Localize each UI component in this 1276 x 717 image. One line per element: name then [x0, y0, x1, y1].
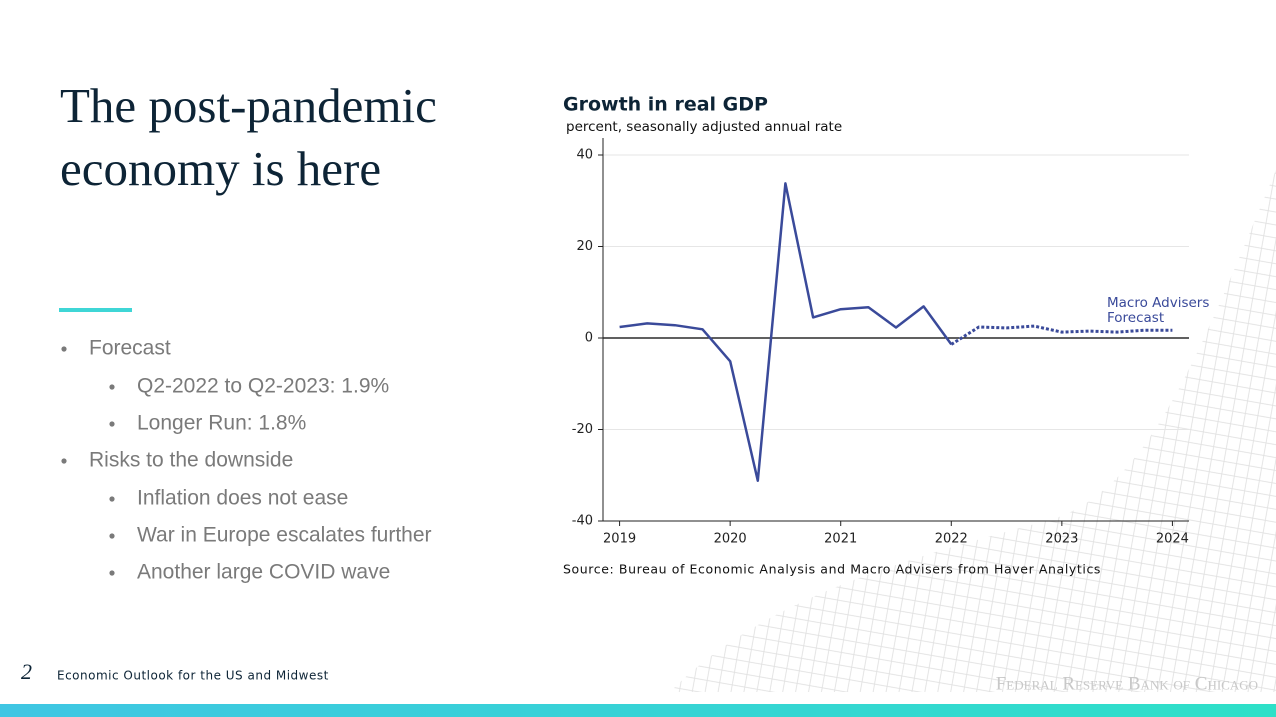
- chart-title: Growth in real GDP: [563, 94, 768, 116]
- line-forecast: [950, 324, 1173, 346]
- sub-bullet-text: Another large COVID wave: [137, 561, 390, 584]
- line-actual: [619, 182, 953, 482]
- y-tick-label: 40: [576, 148, 593, 163]
- bullet-dot: [61, 458, 67, 464]
- bullet-dot: [109, 533, 115, 539]
- bullet-dot: [109, 421, 115, 427]
- page-number: 2: [21, 659, 32, 684]
- x-tick-label: 2022: [935, 532, 968, 547]
- sub-bullet-text: Inflation does not ease: [137, 487, 348, 510]
- bullet-text: Forecast: [89, 337, 171, 360]
- bullet-dot: [109, 496, 115, 502]
- chart: Growth in real GDP percent, seasonally a…: [563, 94, 1209, 577]
- x-tick-label: 2021: [824, 532, 857, 547]
- y-tick-label: 20: [576, 239, 593, 254]
- annotation: Forecast: [1107, 310, 1164, 326]
- x-tick-label: 2019: [603, 532, 636, 547]
- sub-bullet-text: Longer Run: 1.8%: [137, 412, 306, 435]
- slide-title: economy is here: [60, 141, 381, 196]
- source: Source: Bureau of Economic Analysis and …: [563, 562, 1101, 577]
- slide-title: The post-pandemic: [60, 78, 437, 133]
- logo: Federal Reserve Bank of Chicago: [996, 673, 1258, 694]
- sub-bullet-text: Q2-2022 to Q2-2023: 1.9%: [137, 375, 389, 398]
- accent-rule: [59, 308, 132, 312]
- bullet-text: Risks to the downside: [89, 449, 293, 472]
- footer-text: Economic Outlook for the US and Midwest: [57, 669, 329, 683]
- y-tick-label: -40: [572, 514, 593, 529]
- annotation: Macro Advisers: [1107, 295, 1209, 311]
- x-tick-label: 2023: [1045, 532, 1078, 547]
- y-tick-label: -20: [572, 422, 593, 437]
- bullet-dot: [109, 384, 115, 390]
- chart-subtitle: percent, seasonally adjusted annual rate: [566, 119, 842, 135]
- x-tick-label: 2020: [714, 532, 747, 547]
- bullet-dot: [61, 346, 67, 352]
- x-tick-label: 2024: [1156, 532, 1189, 547]
- bullet-list: Forecast Q2-2022 to Q2-2023: 1.9% Longer R…: [61, 337, 432, 584]
- bullet-dot: [109, 570, 115, 576]
- sub-bullet-text: War in Europe escalates further: [137, 524, 432, 547]
- bottom-bar: [0, 704, 1276, 717]
- mesh-decoration: [670, 170, 1276, 692]
- y-tick-label: 0: [585, 331, 593, 346]
